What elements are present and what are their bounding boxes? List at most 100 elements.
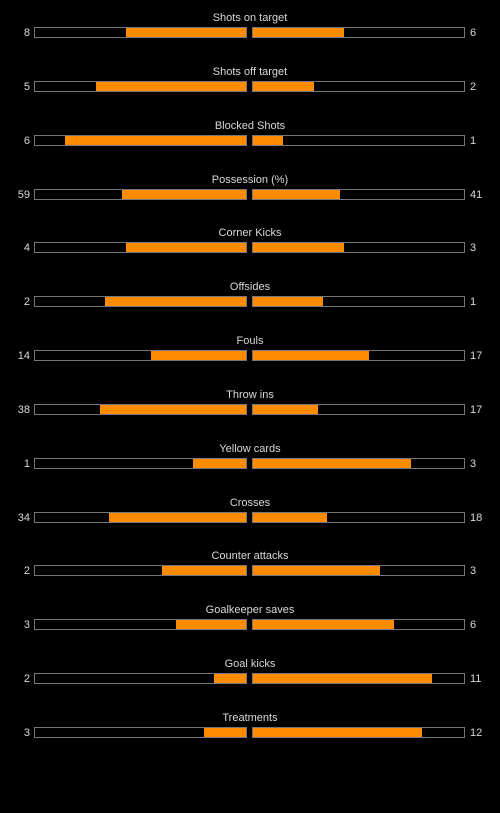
stat-row: Throw ins 38 17 [0,388,500,442]
home-value: 34 [17,511,30,524]
home-bar [34,673,247,685]
away-bar [252,296,465,308]
stat-row: Yellow cards 1 3 [0,442,500,496]
away-bar-fill [253,727,422,737]
home-bar [34,27,247,38]
away-bar-fill [253,189,340,199]
away-value: 11 [470,673,482,686]
away-bar-fill [253,297,323,307]
home-bar [34,403,247,415]
home-value: 5 [23,80,30,93]
away-value: 1 [470,296,477,309]
away-value: 6 [470,619,477,632]
stat-row: Offsides 2 1 [0,280,500,334]
home-bar [34,511,247,523]
home-bar-fill [176,620,246,630]
away-bar [252,350,465,362]
away-bar-fill [253,81,315,91]
match-stats-list: Shots on target 8 6 Shots off target 5 2 Block… [0,11,500,765]
away-value: 12 [470,726,483,739]
stat-row: Shots on target 8 6 [0,11,500,65]
away-value: 1 [470,134,477,147]
home-value: 4 [23,242,30,255]
stat-label: Shots on target [212,12,288,24]
home-bar [34,457,247,469]
away-value: 2 [470,80,477,93]
away-bar [252,726,465,738]
stat-row: Crosses 34 18 [0,496,500,550]
home-bar-fill [125,28,246,37]
away-value: 18 [470,511,483,524]
home-value: 1 [23,457,30,470]
stat-label: Offsides [229,281,271,294]
away-value: 17 [470,350,483,363]
home-value: 8 [23,27,30,39]
home-bar-fill [108,512,246,522]
home-value: 2 [23,673,30,686]
stat-label: Treatments [222,711,278,724]
stat-row: Shots off target 5 2 [0,65,500,119]
stat-row: Treatments 3 12 [0,711,500,765]
away-bar-fill [253,243,344,253]
away-value: 3 [470,565,477,578]
away-bar [252,673,465,685]
stat-label: Corner Kicks [218,227,282,240]
home-bar [34,565,247,577]
away-bar [252,134,465,146]
away-bar-fill [253,674,433,684]
home-bar-fill [203,727,246,737]
home-bar [34,80,247,92]
away-bar [252,457,465,469]
home-bar [34,242,247,254]
away-bar [252,80,465,92]
stat-row: Blocked Shots 6 1 [0,119,500,173]
home-bar-fill [214,674,246,684]
home-bar-fill [100,404,246,414]
home-value: 38 [17,403,30,416]
away-bar [252,242,465,254]
away-bar [252,403,465,415]
stat-label: Crosses [229,496,271,509]
home-value: 3 [23,726,30,739]
stat-label: Counter attacks [211,550,289,563]
away-bar [252,565,465,577]
away-value: 17 [470,403,483,416]
away-bar [252,619,465,631]
stat-row: Corner Kicks 4 3 [0,226,500,280]
home-bar [34,296,247,308]
stat-label: Goal kicks [224,658,276,671]
away-bar [252,27,465,38]
away-bar [252,188,465,200]
stat-row: Goalkeeper saves 3 6 [0,603,500,657]
away-bar-fill [253,620,395,630]
away-bar [252,511,465,523]
away-bar-fill [253,512,327,522]
home-value: 3 [23,619,30,632]
stat-row: Goal kicks 2 11 [0,657,500,711]
home-bar-fill [121,189,246,199]
stat-row: Fouls 14 17 [0,334,500,388]
stat-label: Fouls [236,335,264,348]
away-bar-fill [253,28,344,37]
home-bar-fill [193,458,246,468]
home-value: 6 [23,134,30,147]
home-bar [34,619,247,631]
home-value: 59 [17,188,30,201]
home-bar-fill [96,81,246,91]
stat-label: Shots off target [212,65,288,78]
home-bar-fill [151,351,246,361]
away-bar-fill [253,135,283,145]
away-bar-fill [253,458,412,468]
home-bar [34,726,247,738]
home-value: 14 [17,350,30,363]
stat-label: Blocked Shots [214,119,286,132]
away-value: 6 [470,27,477,39]
stat-label: Goalkeeper saves [205,604,295,617]
home-value: 2 [23,296,30,309]
stat-label: Yellow cards [219,442,281,455]
away-bar-fill [253,404,319,414]
away-value: 3 [470,242,477,255]
away-bar-fill [253,566,380,576]
home-bar-fill [104,297,246,307]
stat-label: Throw ins [226,388,274,401]
